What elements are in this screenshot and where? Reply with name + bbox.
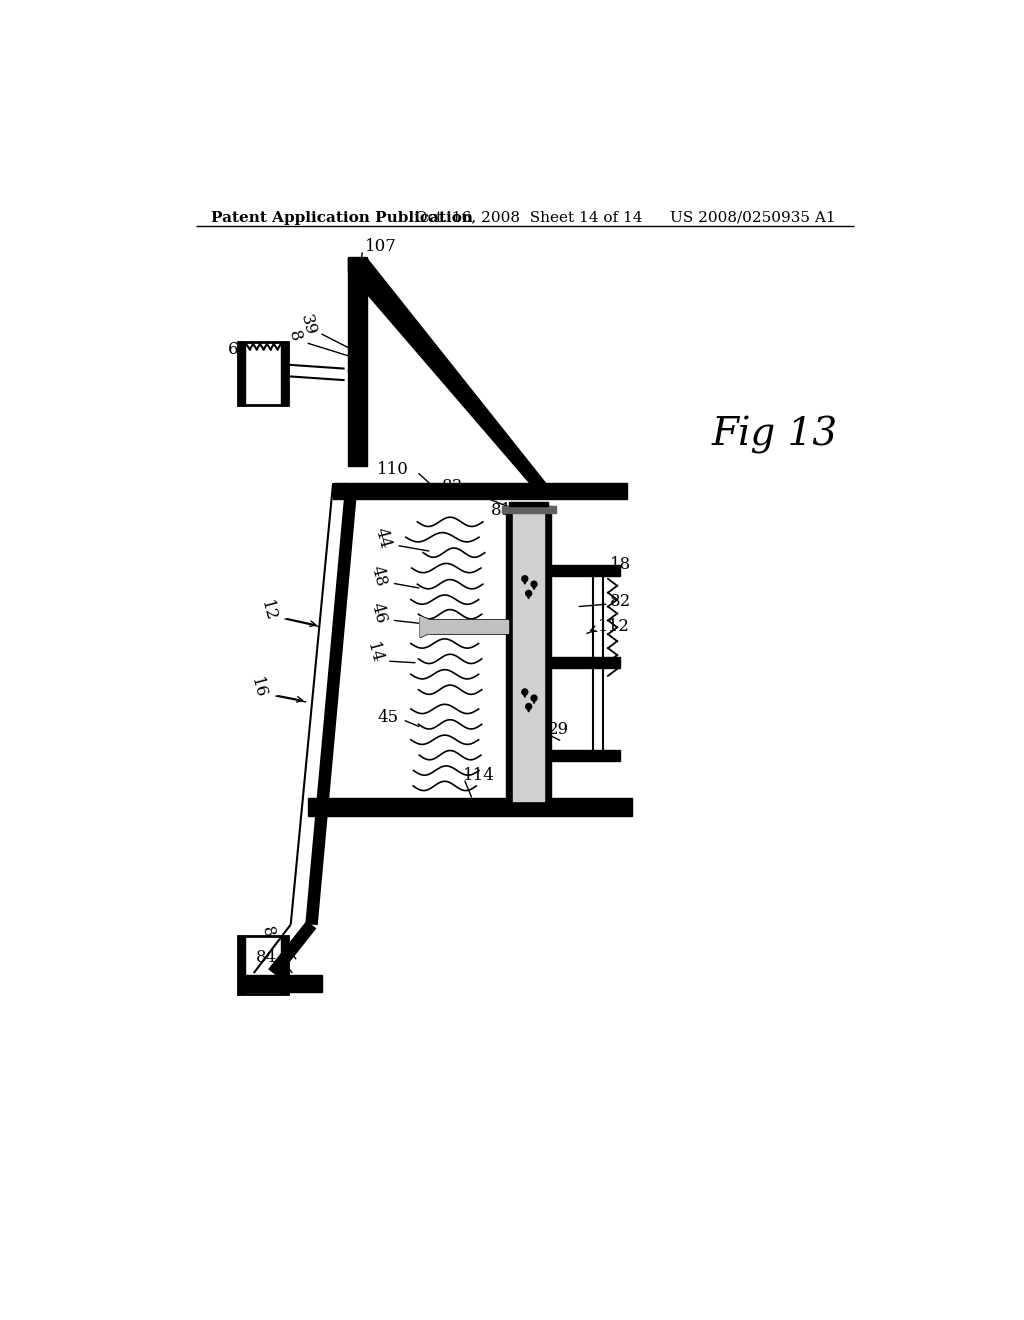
Bar [282, 936, 289, 994]
Bar [551, 565, 621, 576]
Text: 12: 12 [257, 599, 280, 623]
Bar [509, 502, 548, 507]
Text: 84: 84 [256, 949, 276, 966]
Text: 81: 81 [492, 502, 512, 519]
Text: 29: 29 [548, 721, 569, 738]
Bar [551, 750, 621, 760]
Bar [559, 797, 632, 816]
Bar [558, 483, 628, 499]
Circle shape [525, 590, 531, 597]
Text: Oct. 16, 2008  Sheet 14 of 14: Oct. 16, 2008 Sheet 14 of 14 [416, 211, 643, 224]
Text: 44: 44 [372, 525, 394, 550]
Text: 46: 46 [368, 601, 389, 626]
Bar [239, 936, 289, 994]
Bar [348, 257, 367, 466]
Bar [551, 657, 621, 668]
Bar [239, 342, 246, 405]
Text: 8: 8 [285, 329, 304, 343]
Bar [245, 974, 322, 991]
Text: 110: 110 [378, 461, 410, 478]
Bar [282, 342, 289, 405]
Bar [239, 342, 289, 405]
Text: 16: 16 [247, 676, 269, 701]
Circle shape [522, 689, 527, 694]
Text: 8: 8 [258, 925, 276, 940]
Text: 39: 39 [297, 313, 318, 337]
Text: 107: 107 [366, 239, 397, 256]
Text: 82: 82 [609, 593, 631, 610]
Polygon shape [348, 259, 558, 499]
Bar [429, 620, 508, 632]
Text: 112: 112 [598, 618, 630, 635]
Text: Fig 13: Fig 13 [712, 416, 838, 454]
Text: 48: 48 [368, 564, 389, 589]
Polygon shape [522, 692, 527, 697]
Bar [307, 797, 559, 816]
Circle shape [348, 366, 359, 376]
Polygon shape [526, 594, 530, 599]
Bar [333, 483, 558, 499]
Circle shape [280, 970, 287, 978]
Text: 18: 18 [609, 557, 631, 573]
Text: Patent Application Publication: Patent Application Publication [211, 211, 473, 224]
Text: 83: 83 [442, 478, 463, 495]
Bar [239, 936, 246, 994]
Polygon shape [531, 585, 537, 590]
Polygon shape [526, 706, 530, 711]
Polygon shape [522, 578, 527, 585]
Bar [506, 507, 551, 805]
Polygon shape [420, 616, 429, 636]
Circle shape [525, 704, 531, 710]
Text: 6: 6 [228, 341, 239, 358]
Circle shape [531, 696, 537, 701]
Bar [513, 511, 544, 801]
Circle shape [531, 581, 537, 587]
Text: 45: 45 [378, 709, 398, 726]
Circle shape [522, 576, 527, 582]
Bar [502, 507, 556, 512]
Text: US 2008/0250935 A1: US 2008/0250935 A1 [670, 211, 836, 224]
Polygon shape [531, 698, 537, 704]
Text: 114: 114 [463, 767, 495, 784]
Text: 14: 14 [362, 642, 385, 667]
